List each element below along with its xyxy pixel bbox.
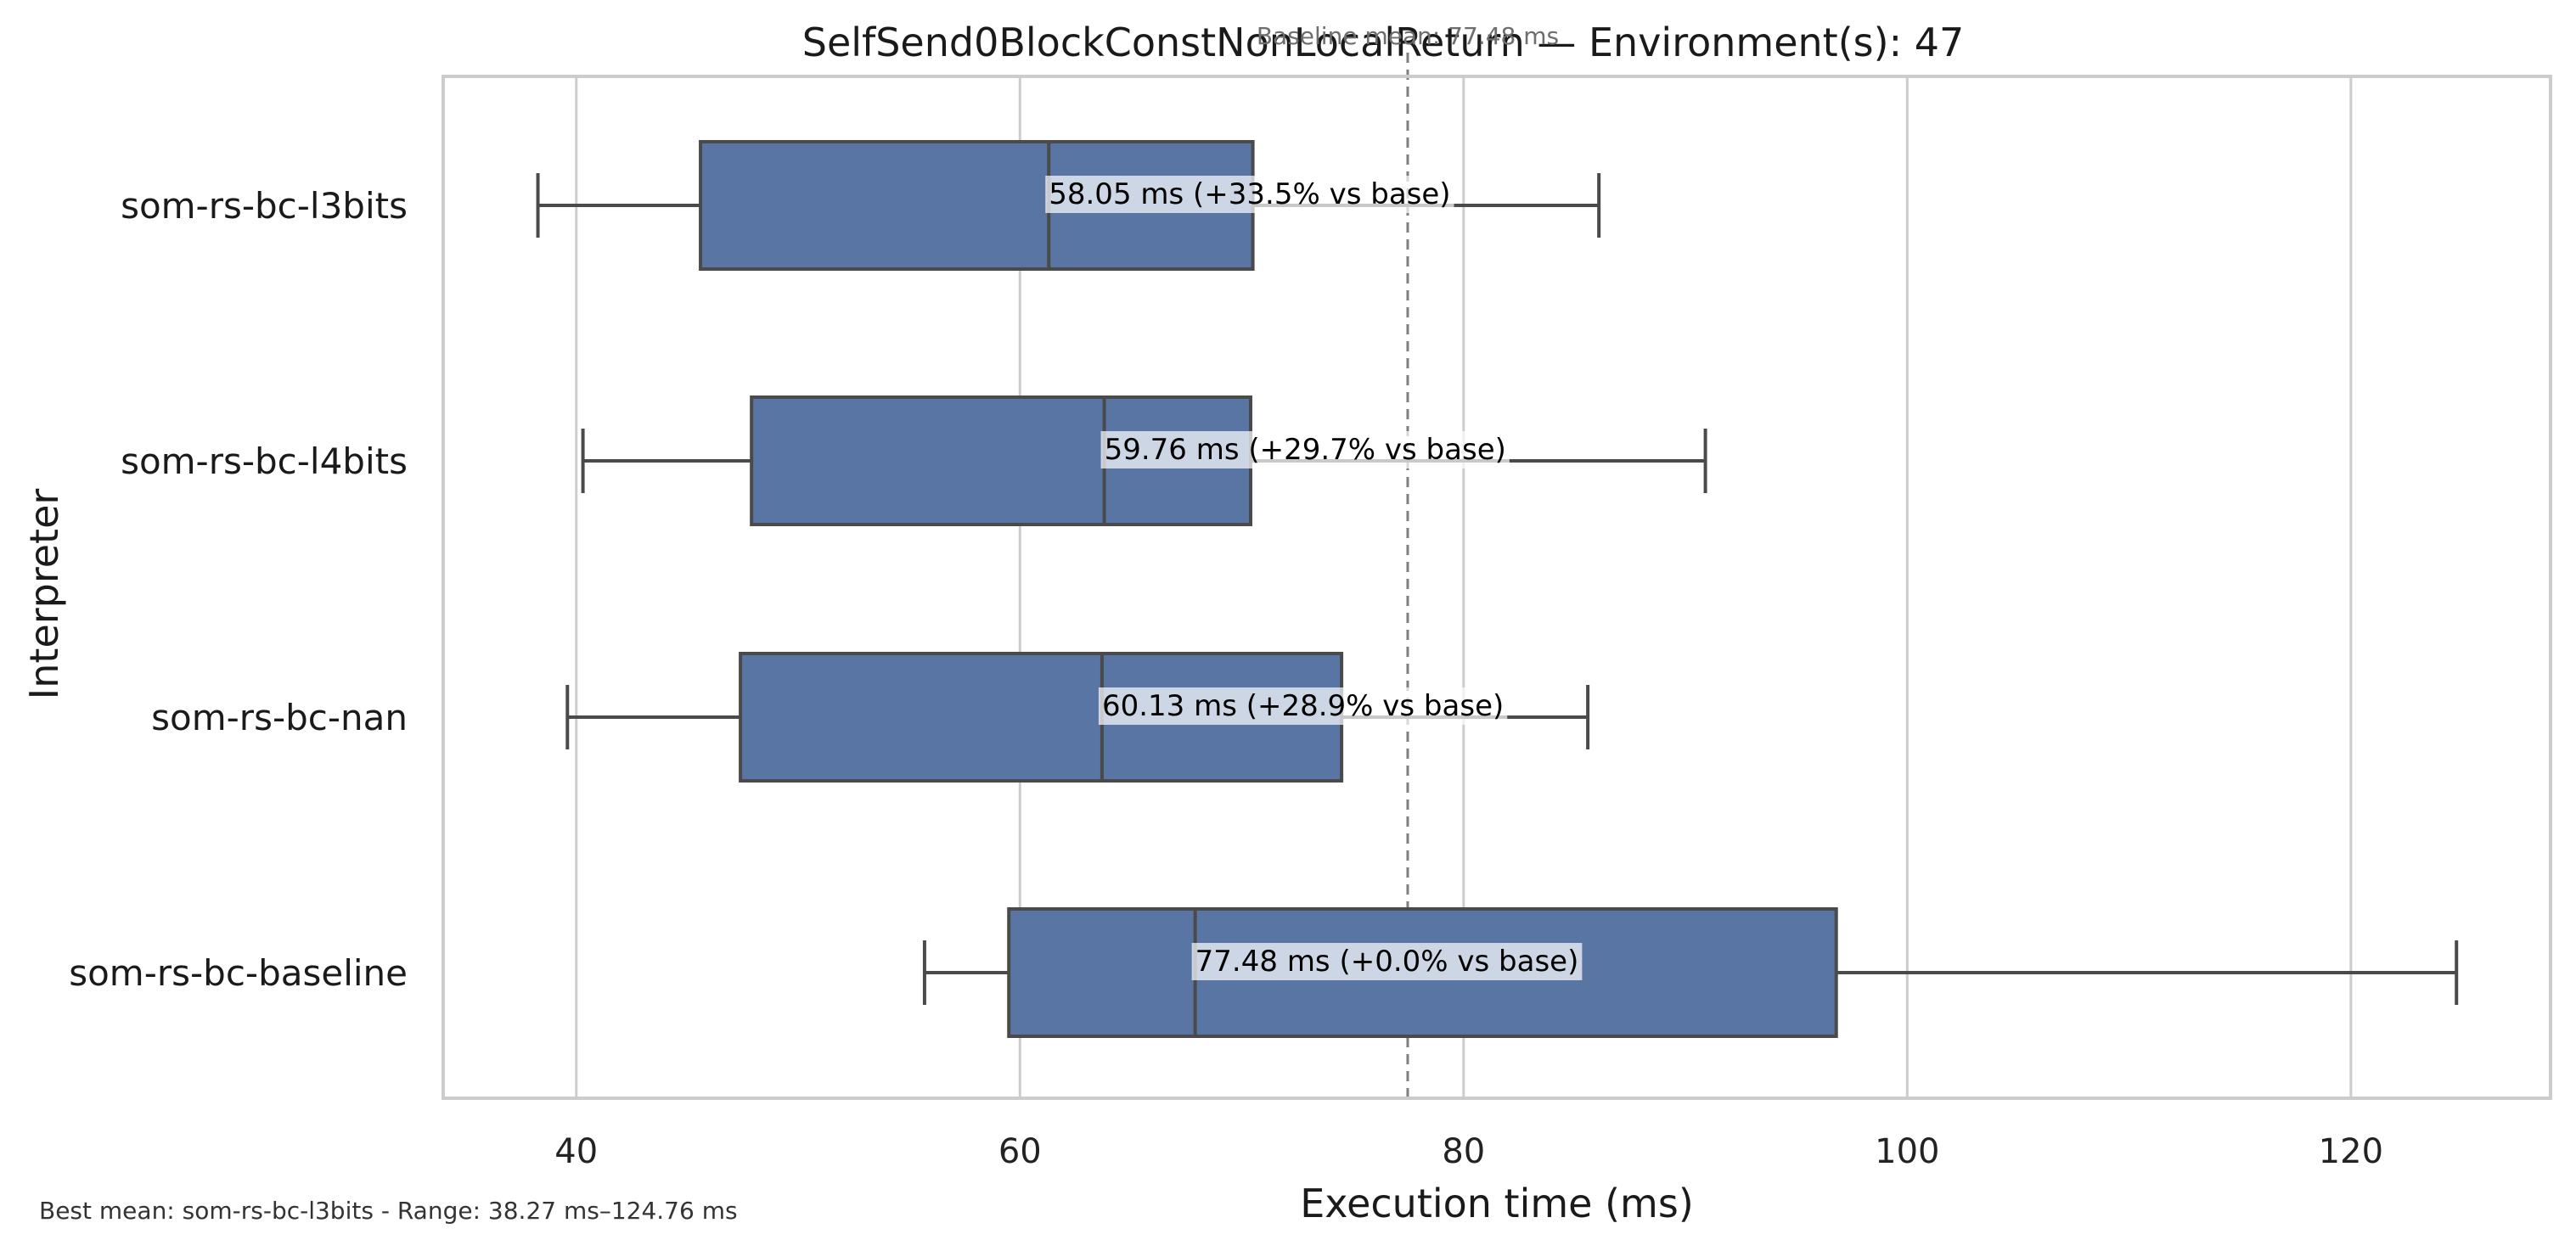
x-tick-labels: 40 60 80 100 120 [554, 1132, 2383, 1171]
box-som-rs-bc-baseline [922, 907, 2459, 1038]
baseline-mean-note: Baseline mean: 77.48 ms [1257, 22, 1559, 50]
annotation-background [1098, 687, 1508, 725]
y-category-labels: som-rs-bc-l3bits som-rs-bc-l4bits som-rs-b… [69, 185, 408, 994]
x-tick-label: 60 [998, 1132, 1042, 1171]
y-category-label: som-rs-bc-baseline [69, 952, 408, 994]
plot-frame [442, 75, 2552, 1100]
mean-annotation: 59.76 ms (+29.7% vs base) [1100, 431, 1510, 468]
y-category-label: som-rs-bc-l4bits [121, 440, 408, 482]
y-category-label: som-rs-bc-l3bits [121, 185, 408, 227]
x-tick-label: 100 [1875, 1132, 1939, 1171]
annotation-layer: 58.05 ms (+33.5% vs base) 59.76 ms (+29.7… [1045, 176, 1583, 980]
mean-annotation-text: 58.05 ms (+33.5% vs base) [1049, 177, 1450, 211]
footer-note: Best mean: som-rs-bc-l3bits - Range: 38.… [39, 1197, 738, 1225]
x-axis-label: Execution time (ms) [1300, 1181, 1694, 1226]
mean-annotation: 60.13 ms (+28.9% vs base) [1098, 687, 1508, 725]
annotation-background [1045, 176, 1454, 213]
mean-annotation-text: 59.76 ms (+29.7% vs base) [1105, 433, 1506, 467]
box-layer [536, 140, 2459, 1038]
mean-annotation: 77.48 ms (+0.0% vs base) [1191, 943, 1583, 980]
y-axis-label: Interpreter [21, 489, 67, 700]
mean-annotation: 58.05 ms (+33.5% vs base) [1045, 176, 1454, 213]
mean-annotation-text: 77.48 ms (+0.0% vs base) [1195, 945, 1579, 979]
x-tick-label: 40 [554, 1132, 598, 1171]
x-tick-label: 80 [1442, 1132, 1485, 1171]
chart-title: SelfSend0BlockConstNonLocalReturn — Envi… [802, 20, 1964, 65]
y-category-label: som-rs-bc-nan [151, 697, 408, 738]
annotation-background [1100, 431, 1510, 468]
mean-annotation-text: 60.13 ms (+28.9% vs base) [1102, 689, 1504, 723]
annotation-background [1191, 943, 1583, 980]
x-tick-label: 120 [2319, 1132, 2383, 1171]
